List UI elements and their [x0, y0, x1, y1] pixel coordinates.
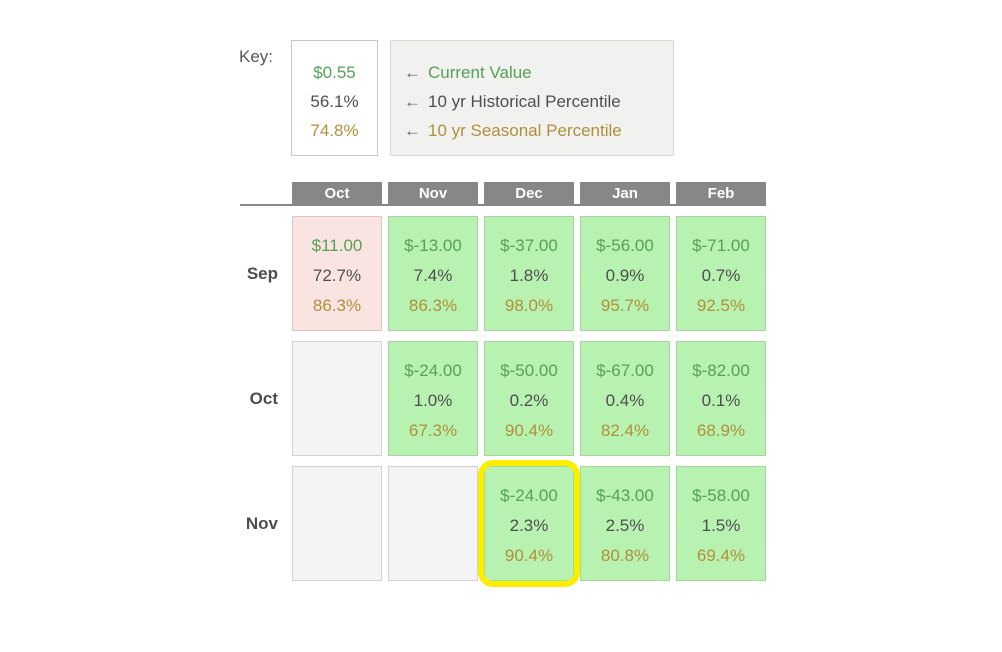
matrix-row-oct: Oct $-24.00 1.0% 67.3% $-50.00 0.2% 90.4% $-67.… — [240, 341, 766, 456]
cell-seasonal-percentile: 90.4% — [504, 546, 554, 565]
matrix-cell-nov-jan[interactable]: $-43.00 2.5% 80.8% — [580, 466, 670, 581]
cell-value: $-37.00 — [500, 236, 558, 255]
matrix-body: Sep $11.00 72.7% 86.3% $-13.00 7.4% 86.3% $-37.… — [240, 216, 766, 587]
left-arrow-icon: ← — [404, 92, 421, 111]
matrix-cell-nov-feb[interactable]: $-58.00 1.5% 69.4% — [676, 466, 766, 581]
matrix-cell-oct-feb[interactable]: $-82.00 0.1% 68.9% — [676, 341, 766, 456]
matrix-cell-nov-dec[interactable]: $-24.00 2.3% 90.4% — [478, 460, 580, 587]
cell-seasonal-percentile: 86.3% — [312, 296, 362, 315]
cell-historical-percentile: 0.7% — [701, 266, 741, 285]
matrix-cell-oct-nov[interactable]: $-24.00 1.0% 67.3% — [388, 341, 478, 456]
matrix-cell-nov-oct — [292, 466, 382, 581]
cell-historical-percentile: 0.2% — [509, 391, 549, 410]
left-arrow-icon: ← — [404, 63, 421, 82]
legend-label: Current Value — [428, 63, 532, 82]
cell-historical-percentile: 2.5% — [605, 516, 645, 535]
matrix-row-nov: Nov $-24.00 2.3% 90.4% $-43.00 2.5% 80.8% $-58.… — [240, 460, 766, 587]
cell-historical-percentile: 1.5% — [701, 516, 741, 535]
cell-seasonal-percentile: 68.9% — [696, 421, 746, 440]
legend-label: 10 yr Seasonal Percentile — [428, 121, 622, 140]
cell-historical-percentile: 2.3% — [509, 516, 549, 535]
key-sample-value: $0.55 — [313, 63, 356, 82]
column-header-feb: Feb — [676, 182, 766, 204]
spread-matrix: Oct Nov Dec Jan Feb Sep $11.00 72.7% 86.3% $-13.… — [240, 182, 766, 587]
column-header-dec: Dec — [484, 182, 574, 204]
column-header-oct: Oct — [292, 182, 382, 204]
header-underline — [240, 204, 766, 206]
cell-value: $-56.00 — [596, 236, 654, 255]
legend-row-current-value: ← Current Value — [404, 58, 673, 87]
cell-seasonal-percentile: 67.3% — [408, 421, 458, 440]
cell-historical-percentile: 1.8% — [509, 266, 549, 285]
key-legend-box: ← Current Value ← 10 yr Historical Percenti… — [390, 40, 674, 156]
legend-row-10-yr-historical-percentile: ← 10 yr Historical Percentile — [404, 87, 673, 116]
cell-value: $-71.00 — [692, 236, 750, 255]
cell-value: $-24.00 — [500, 486, 558, 505]
key-sample-box: $0.55 56.1% 74.8% — [291, 40, 378, 156]
row-label-nov: Nov — [245, 513, 278, 533]
matrix-corner — [240, 182, 286, 204]
key-sample-seasonal: 74.8% — [310, 121, 359, 140]
cell-seasonal-percentile: 80.8% — [600, 546, 650, 565]
cell-value: $-67.00 — [596, 361, 654, 380]
legend-row-10-yr-seasonal-percentile: ← 10 yr Seasonal Percentile — [404, 116, 673, 145]
matrix-cell-sep-nov[interactable]: $-13.00 7.4% 86.3% — [388, 216, 478, 331]
cell-seasonal-percentile: 69.4% — [696, 546, 746, 565]
key-sample-historical: 56.1% — [310, 92, 359, 111]
cell-value: $-58.00 — [692, 486, 750, 505]
cell-historical-percentile: 0.1% — [701, 391, 741, 410]
cell-value: $-13.00 — [404, 236, 462, 255]
matrix-cell-oct-oct — [292, 341, 382, 456]
cell-value: $-24.00 — [404, 361, 462, 380]
cell-seasonal-percentile: 90.4% — [504, 421, 554, 440]
cell-seasonal-percentile: 86.3% — [408, 296, 458, 315]
matrix-cell-nov-nov — [388, 466, 478, 581]
cell-historical-percentile: 0.9% — [605, 266, 645, 285]
cell-value: $11.00 — [311, 236, 363, 255]
cell-value: $-82.00 — [692, 361, 750, 380]
matrix-cell-oct-jan[interactable]: $-67.00 0.4% 82.4% — [580, 341, 670, 456]
cell-value: $-43.00 — [596, 486, 654, 505]
matrix-cell-sep-jan[interactable]: $-56.00 0.9% 95.7% — [580, 216, 670, 331]
column-header-nov: Nov — [388, 182, 478, 204]
matrix-header-row: Oct Nov Dec Jan Feb — [240, 182, 766, 204]
matrix-cell-sep-dec[interactable]: $-37.00 1.8% 98.0% — [484, 216, 574, 331]
cell-seasonal-percentile: 98.0% — [504, 296, 554, 315]
cell-historical-percentile: 72.7% — [312, 266, 362, 285]
matrix-cell-oct-dec[interactable]: $-50.00 0.2% 90.4% — [484, 341, 574, 456]
left-arrow-icon: ← — [404, 121, 421, 140]
matrix-row-sep: Sep $11.00 72.7% 86.3% $-13.00 7.4% 86.3% $-37.… — [240, 216, 766, 331]
cell-value: $-50.00 — [500, 361, 558, 380]
row-label-oct: Oct — [249, 388, 278, 408]
cell-historical-percentile: 1.0% — [413, 391, 453, 410]
matrix-cell-sep-feb[interactable]: $-71.00 0.7% 92.5% — [676, 216, 766, 331]
cell-seasonal-percentile: 82.4% — [600, 421, 650, 440]
cell-seasonal-percentile: 92.5% — [696, 296, 746, 315]
row-label-sep: Sep — [246, 263, 278, 283]
column-header-jan: Jan — [580, 182, 670, 204]
cell-historical-percentile: 0.4% — [605, 391, 645, 410]
cell-seasonal-percentile: 95.7% — [600, 296, 650, 315]
key-label: Key: — [239, 47, 274, 66]
cell-historical-percentile: 7.4% — [413, 266, 453, 285]
legend-label: 10 yr Historical Percentile — [428, 92, 621, 111]
matrix-cell-sep-oct[interactable]: $11.00 72.7% 86.3% — [292, 216, 382, 331]
